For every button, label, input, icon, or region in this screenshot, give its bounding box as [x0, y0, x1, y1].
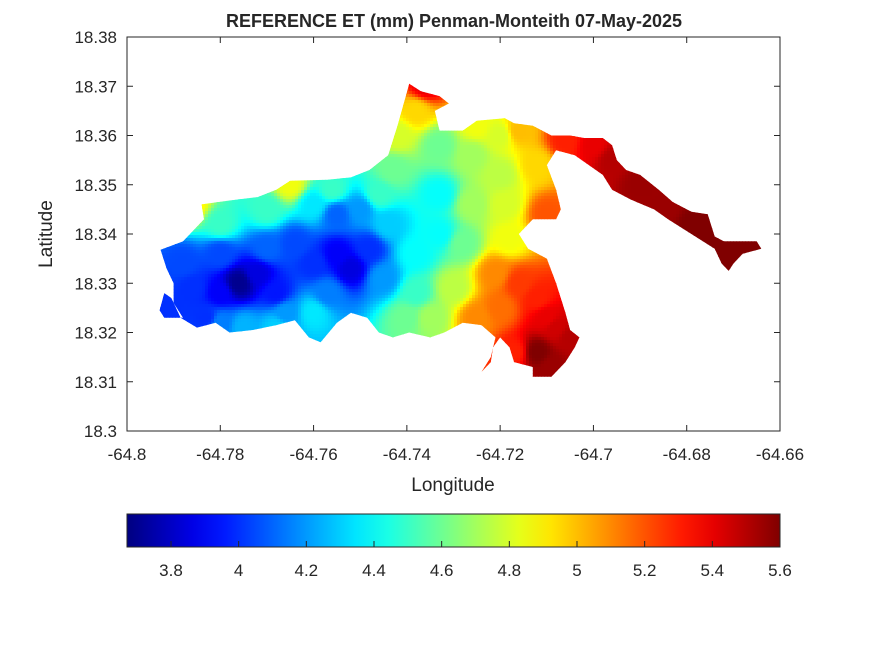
field-cell	[406, 91, 410, 95]
field-cell	[430, 100, 434, 104]
field-cell	[436, 100, 440, 104]
field-cell	[439, 100, 443, 104]
field-cell	[406, 94, 410, 98]
field-cell	[412, 103, 416, 107]
field-cell	[409, 94, 413, 98]
field-cell	[409, 97, 413, 101]
field-cell	[433, 100, 437, 104]
field-cell	[412, 91, 416, 95]
field-cell	[421, 103, 425, 107]
field-cell	[424, 103, 428, 107]
field-cell	[421, 100, 425, 104]
field-cell	[418, 94, 422, 98]
field-cell	[406, 97, 410, 101]
field-cell	[412, 88, 416, 92]
field-cell	[442, 103, 446, 107]
field-cell	[424, 94, 428, 98]
field-cell	[409, 85, 413, 89]
chart-title: REFERENCE ET (mm) Penman-Monteith 07-May…	[226, 11, 682, 31]
field-cell	[418, 100, 422, 104]
field-cell	[421, 94, 425, 98]
field-cell	[412, 94, 416, 98]
field-cell	[418, 91, 422, 95]
field-cell	[406, 103, 410, 107]
field-cell	[412, 85, 416, 89]
field-cell	[409, 100, 413, 104]
field-cell	[415, 88, 419, 92]
field-cell	[415, 103, 419, 107]
field-cell	[403, 103, 407, 107]
field-cell	[415, 100, 419, 104]
field-cell	[415, 91, 419, 95]
field-cell	[433, 97, 437, 101]
field-cell	[403, 100, 407, 104]
field-cell	[409, 88, 413, 92]
field-cell	[412, 100, 416, 104]
field-cell	[418, 103, 422, 107]
field-cell	[424, 91, 428, 95]
field-cell	[427, 100, 431, 104]
field-cell	[415, 94, 419, 98]
field-cell	[430, 103, 434, 107]
field-cell	[421, 97, 425, 101]
field-cell	[436, 97, 440, 101]
field-cell	[409, 103, 413, 107]
field-cell	[430, 97, 434, 101]
field-cell	[442, 100, 446, 104]
field-cell	[406, 100, 410, 104]
field-cell	[412, 97, 416, 101]
field-cell	[439, 97, 443, 101]
field-cell	[415, 97, 419, 101]
field-cell	[433, 103, 437, 107]
field-cell	[427, 97, 431, 101]
field-cell	[436, 94, 440, 98]
field-cell	[430, 94, 434, 98]
field-cell	[421, 91, 425, 95]
field-cell	[427, 94, 431, 98]
field-cell	[439, 103, 443, 107]
field-cell	[406, 88, 410, 92]
field-cell	[433, 94, 437, 98]
field-cell	[424, 100, 428, 104]
field-cell	[424, 97, 428, 101]
field-cell	[409, 91, 413, 95]
field-cell	[436, 103, 440, 107]
field-cell	[427, 103, 431, 107]
field-cell	[418, 97, 422, 101]
